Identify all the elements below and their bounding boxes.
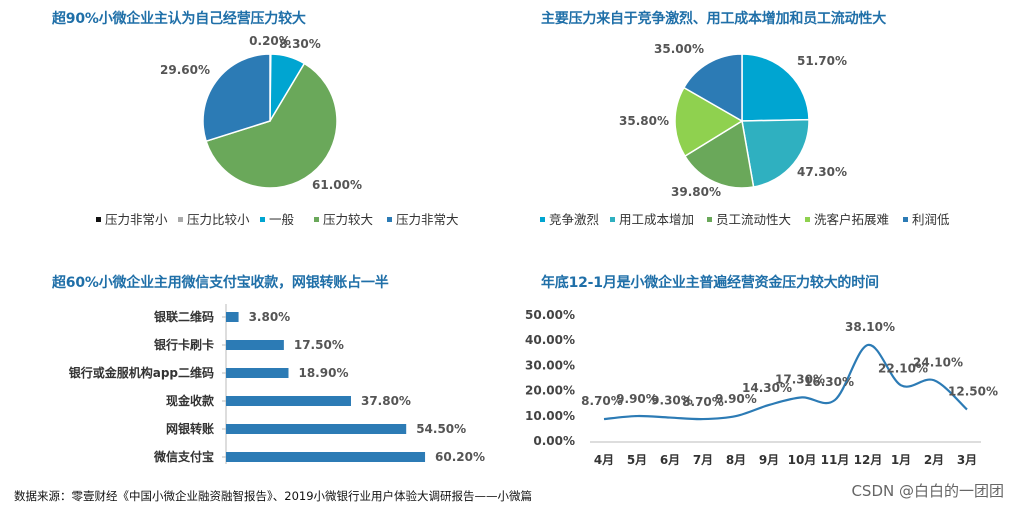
- line-data-label-6: 17.30%: [775, 372, 825, 386]
- source-footer: 数据来源：零壹财经《中国小微企业融资融智报告》、2019小微银行业用户体验大调研…: [14, 489, 533, 503]
- line-data-label-11: 12.50%: [948, 385, 998, 399]
- pie-slice-4: [202, 53, 271, 143]
- legend-entry-0: 竞争激烈: [549, 212, 599, 227]
- y-tick-label-4: 40.00%: [525, 333, 575, 347]
- line-chart-months: 0.00% 10.00% 20.00% 30.00% 40.00% 50.00% 4月 8.7…: [525, 308, 998, 467]
- bar-4: [226, 424, 407, 434]
- line-data-label-8: 38.10%: [845, 320, 895, 334]
- csdn-watermark: CSDN @白白的一团团: [851, 482, 1004, 500]
- x-tick-label-8: 12月: [854, 453, 883, 467]
- line-data-label-2: 9.30%: [651, 394, 693, 408]
- bar-category-1: 银行卡刷卡: [154, 337, 214, 352]
- x-tick-label-2: 6月: [660, 453, 680, 467]
- data-label-1: 47.30%: [797, 165, 847, 179]
- bar-2: [226, 368, 289, 378]
- line-data-label-7: 16.30%: [804, 375, 854, 389]
- legend-swatch-0: [96, 217, 101, 222]
- chart-title-1: 超90%小微企业主认为自己经营压力较大: [52, 11, 306, 27]
- legend-entry-1: 用工成本增加: [619, 212, 694, 227]
- bar-value-label-5: 60.20%: [435, 450, 485, 464]
- x-tick-label-7: 11月: [821, 453, 850, 467]
- bar-category-5: 微信支付宝: [153, 449, 214, 464]
- legend-swatch-2: [260, 217, 265, 222]
- data-label-4: 35.00%: [654, 42, 704, 56]
- pie-slice-3: [205, 62, 338, 189]
- bar-category-0: 银联二维码: [154, 309, 214, 324]
- legend-entry-4: 利润低: [912, 212, 950, 227]
- pie-slice-3: [674, 86, 744, 158]
- data-label-1: 0.20%: [249, 34, 291, 48]
- chart-title-4: 年底12-1月是小微企业主普遍经营资金压力较大的时间: [541, 275, 879, 291]
- bar-0: [226, 312, 239, 322]
- legend-swatch-0: [540, 217, 545, 222]
- legend-entry-2: 一般: [269, 212, 295, 227]
- bar-1: [226, 340, 284, 350]
- data-label-2: 39.80%: [671, 185, 721, 199]
- data-label-3: 61.00%: [312, 178, 362, 192]
- bar-panel-payment: 超60%小微企业主用微信支付宝收款，网银转账占一半 银联二维码 3.80% 银行卡刷…: [0, 262, 509, 482]
- pie-slice-4: [682, 53, 743, 123]
- pie-chart-pressure: 0.20%8.30% 61.00% 29.60% 压力非常小 压力比较小 一般 压力较大 压力…: [96, 34, 459, 227]
- bar-value-label-0: 3.80%: [249, 310, 291, 324]
- bar-chart-payment: 银联二维码 3.80% 银行卡刷卡 17.50% 银行或金服机构app二维码 18.90%…: [69, 304, 485, 464]
- y-tick-label-1: 10.00%: [525, 409, 575, 423]
- line-data-label-10: 24.10%: [913, 355, 963, 369]
- bar-value-label-1: 17.50%: [294, 338, 344, 352]
- legend-entry-2: 员工流动性大: [716, 212, 791, 227]
- y-tick-label-5: 50.00%: [525, 308, 575, 322]
- legend-swatch-1: [178, 217, 183, 222]
- x-tick-label-1: 5月: [627, 453, 647, 467]
- bar-value-label-4: 54.50%: [416, 422, 466, 436]
- pie-panel-sources: 主要压力来自于竞争激烈、用工成本增加和员工流动性大 51.70% 47.30% 39…: [509, 0, 1018, 250]
- legend-swatch-3: [805, 217, 810, 222]
- x-tick-label-11: 3月: [957, 453, 977, 467]
- pie-panel-pressure: 超90%小微企业主认为自己经营压力较大 0.20% 8.30% 61.00% 29.6…: [0, 0, 509, 250]
- data-label-0: 51.70%: [797, 54, 847, 68]
- y-tick-label-0: 0.00%: [533, 434, 575, 448]
- pie-slice-2: [683, 119, 755, 189]
- legend-swatch-2: [707, 217, 712, 222]
- x-tick-label-0: 4月: [594, 453, 614, 467]
- line-data-label-9: 22.10%: [878, 361, 928, 375]
- bar-category-4: 网银转账: [166, 421, 214, 436]
- bar-3: [226, 396, 351, 406]
- chart-title-2: 主要压力来自于竞争激烈、用工成本增加和员工流动性大: [541, 11, 886, 27]
- chart-title-3: 超60%小微企业主用微信支付宝收款，网银转账占一半: [52, 275, 389, 291]
- legend-entry-3: 压力较大: [323, 212, 373, 227]
- legend-entry-0: 压力非常小: [105, 212, 168, 227]
- pie-chart-sources: 51.70% 47.30% 39.80% 35.80% 35.00% 竞争激烈 用工成本增加…: [540, 42, 950, 227]
- x-tick-label-9: 1月: [891, 453, 911, 467]
- bar-category-2: 银行或金服机构app二维码: [69, 365, 214, 380]
- x-tick-label-5: 9月: [759, 453, 779, 467]
- y-tick-label-3: 30.00%: [525, 358, 575, 372]
- legend-swatch-4: [387, 217, 392, 222]
- line-data-label-5: 14.30%: [742, 381, 792, 395]
- pie-slice-1: [741, 118, 810, 188]
- legend-swatch-4: [903, 217, 908, 222]
- legend-entry-1: 压力比较小: [187, 212, 250, 227]
- line-data-label-1: 9.90%: [616, 392, 658, 406]
- bar-value-label-2: 18.90%: [298, 366, 348, 380]
- x-tick-label-4: 8月: [726, 453, 746, 467]
- line-data-label-3: 8.70%: [682, 395, 724, 409]
- line-panel-months: 年底12-1月是小微企业主普遍经营资金压力较大的时间 0.00% 10.00% 20…: [509, 262, 1018, 482]
- x-tick-label-3: 7月: [693, 453, 713, 467]
- bar-5: [226, 452, 426, 462]
- line-series: [603, 343, 968, 421]
- bar-value-label-3: 37.80%: [361, 394, 411, 408]
- x-tick-label-6: 10月: [788, 453, 817, 467]
- pie-slice-0: [741, 53, 810, 122]
- legend-swatch-3: [314, 217, 319, 222]
- bar-category-3: 现金收款: [166, 393, 215, 408]
- y-tick-label-2: 20.00%: [525, 384, 575, 398]
- legend-entry-3: 洗客户拓展难: [814, 212, 889, 227]
- legend-entry-4: 压力非常大: [396, 212, 459, 227]
- line-data-label-4: 9.90%: [715, 392, 757, 406]
- x-tick-label-10: 2月: [924, 453, 944, 467]
- legend-swatch-1: [610, 217, 615, 222]
- data-label-3: 35.80%: [619, 114, 669, 128]
- line-data-label-0: 8.70%: [581, 394, 623, 408]
- data-label-2: 8.30%: [279, 37, 321, 51]
- data-label-4: 29.60%: [160, 63, 210, 77]
